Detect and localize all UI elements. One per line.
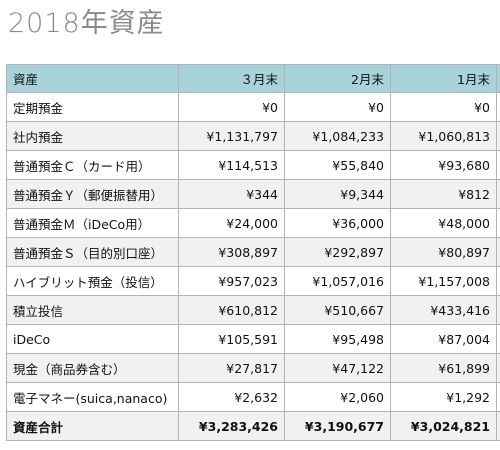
february-value-cell[interactable]: ¥2,060 <box>284 382 391 412</box>
table-row: ハイブリット預金（投信） ¥957,023 ¥1,057,016 ¥1,157,008 <box>6 266 500 296</box>
column-header-january[interactable]: 1月末 <box>390 64 497 93</box>
march-value-cell[interactable]: ¥105,591 <box>178 324 285 354</box>
assets-table: 資産 ３月末 2月末 1月末 定期預金 ¥0 ¥0 ¥0 社内預金 ¥1,131,797 ¥… <box>6 64 500 441</box>
february-value-cell[interactable]: ¥95,498 <box>284 324 391 354</box>
asset-label-cell[interactable]: ハイブリット預金（投信） <box>6 266 179 296</box>
empty-cell <box>496 266 500 296</box>
march-value-cell[interactable]: ¥344 <box>178 179 285 209</box>
march-value-cell[interactable]: ¥114,513 <box>178 150 285 180</box>
table-row: 積立投信 ¥610,812 ¥510,667 ¥433,416 <box>6 295 500 325</box>
january-value-cell[interactable]: ¥87,004 <box>390 324 497 354</box>
february-value-cell[interactable]: ¥55,840 <box>284 150 391 180</box>
column-header-empty <box>496 64 500 93</box>
march-value-cell[interactable]: ¥308,897 <box>178 237 285 267</box>
march-value-cell[interactable]: ¥610,812 <box>178 295 285 325</box>
january-value-cell[interactable]: ¥48,000 <box>390 208 497 238</box>
page-title: 2018年資産 <box>8 8 165 39</box>
asset-label-cell[interactable]: 現金（商品券含む） <box>6 353 179 383</box>
table-row: 普通預金Ｍ（iDeCo用） ¥24,000 ¥36,000 ¥48,000 <box>6 208 500 238</box>
january-value-cell[interactable]: ¥1,292 <box>390 382 497 412</box>
empty-cell <box>496 295 500 325</box>
january-value-cell[interactable]: ¥1,157,008 <box>390 266 497 296</box>
table-row: 普通預金Ｃ（カード用） ¥114,513 ¥55,840 ¥93,680 <box>6 150 500 180</box>
empty-cell <box>496 208 500 238</box>
asset-label-cell[interactable]: 積立投信 <box>6 295 179 325</box>
february-value-cell[interactable]: ¥36,000 <box>284 208 391 238</box>
january-value-cell[interactable]: ¥812 <box>390 179 497 209</box>
january-value-cell[interactable]: ¥93,680 <box>390 150 497 180</box>
empty-cell <box>496 324 500 354</box>
february-value-cell[interactable]: ¥292,897 <box>284 237 391 267</box>
march-value-cell[interactable]: ¥957,023 <box>178 266 285 296</box>
empty-cell <box>496 150 500 180</box>
header-row: 資産 ３月末 2月末 1月末 <box>6 64 500 93</box>
asset-label-cell[interactable]: 電子マネー(suica,nanaco) <box>6 382 179 412</box>
table-row: 定期預金 ¥0 ¥0 ¥0 <box>6 92 500 122</box>
march-value-cell[interactable]: ¥0 <box>178 92 285 122</box>
asset-label-cell[interactable]: 定期預金 <box>6 92 179 122</box>
february-value-cell[interactable]: ¥1,057,016 <box>284 266 391 296</box>
empty-cell <box>496 237 500 267</box>
january-value-cell[interactable]: ¥433,416 <box>390 295 497 325</box>
empty-cell <box>496 411 500 441</box>
table-row: 普通預金Ｙ（郵便振替用） ¥344 ¥9,344 ¥812 <box>6 179 500 209</box>
january-value-cell[interactable]: ¥80,897 <box>390 237 497 267</box>
january-value-cell[interactable]: ¥1,060,813 <box>390 121 497 151</box>
total-row: 資産合計 ¥3,283,426 ¥3,190,677 ¥3,024,821 <box>6 411 500 441</box>
february-value-cell[interactable]: ¥0 <box>284 92 391 122</box>
asset-label-cell[interactable]: 社内預金 <box>6 121 179 151</box>
asset-label-cell[interactable]: 普通預金Ｙ（郵便振替用） <box>6 179 179 209</box>
march-value-cell[interactable]: ¥27,817 <box>178 353 285 383</box>
column-header-march[interactable]: ３月末 <box>178 64 285 93</box>
table-row: 社内預金 ¥1,131,797 ¥1,084,233 ¥1,060,813 <box>6 121 500 151</box>
column-header-february[interactable]: 2月末 <box>284 64 391 93</box>
empty-cell <box>496 179 500 209</box>
asset-label-cell[interactable]: 普通預金Ｃ（カード用） <box>6 150 179 180</box>
total-label-cell[interactable]: 資産合計 <box>6 411 179 441</box>
february-value-cell[interactable]: ¥47,122 <box>284 353 391 383</box>
february-value-cell[interactable]: ¥1,084,233 <box>284 121 391 151</box>
march-value-cell[interactable]: ¥2,632 <box>178 382 285 412</box>
table-row: 普通預金Ｓ（目的別口座） ¥308,897 ¥292,897 ¥80,897 <box>6 237 500 267</box>
empty-cell <box>496 121 500 151</box>
empty-cell <box>496 382 500 412</box>
march-value-cell[interactable]: ¥24,000 <box>178 208 285 238</box>
column-header-asset[interactable]: 資産 <box>6 64 179 93</box>
february-value-cell[interactable]: ¥510,667 <box>284 295 391 325</box>
empty-cell <box>496 92 500 122</box>
march-value-cell[interactable]: ¥1,131,797 <box>178 121 285 151</box>
asset-label-cell[interactable]: 普通預金Ｍ（iDeCo用） <box>6 208 179 238</box>
total-january-cell[interactable]: ¥3,024,821 <box>390 411 497 441</box>
january-value-cell[interactable]: ¥61,899 <box>390 353 497 383</box>
january-value-cell[interactable]: ¥0 <box>390 92 497 122</box>
table-row: 現金（商品券含む） ¥27,817 ¥47,122 ¥61,899 <box>6 353 500 383</box>
table-row: 電子マネー(suica,nanaco) ¥2,632 ¥2,060 ¥1,292 <box>6 382 500 412</box>
total-march-cell[interactable]: ¥3,283,426 <box>178 411 285 441</box>
february-value-cell[interactable]: ¥9,344 <box>284 179 391 209</box>
table-row: iDeCo ¥105,591 ¥95,498 ¥87,004 <box>6 324 500 354</box>
total-february-cell[interactable]: ¥3,190,677 <box>284 411 391 441</box>
asset-label-cell[interactable]: iDeCo <box>6 324 179 354</box>
empty-cell <box>496 353 500 383</box>
asset-label-cell[interactable]: 普通預金Ｓ（目的別口座） <box>6 237 179 267</box>
